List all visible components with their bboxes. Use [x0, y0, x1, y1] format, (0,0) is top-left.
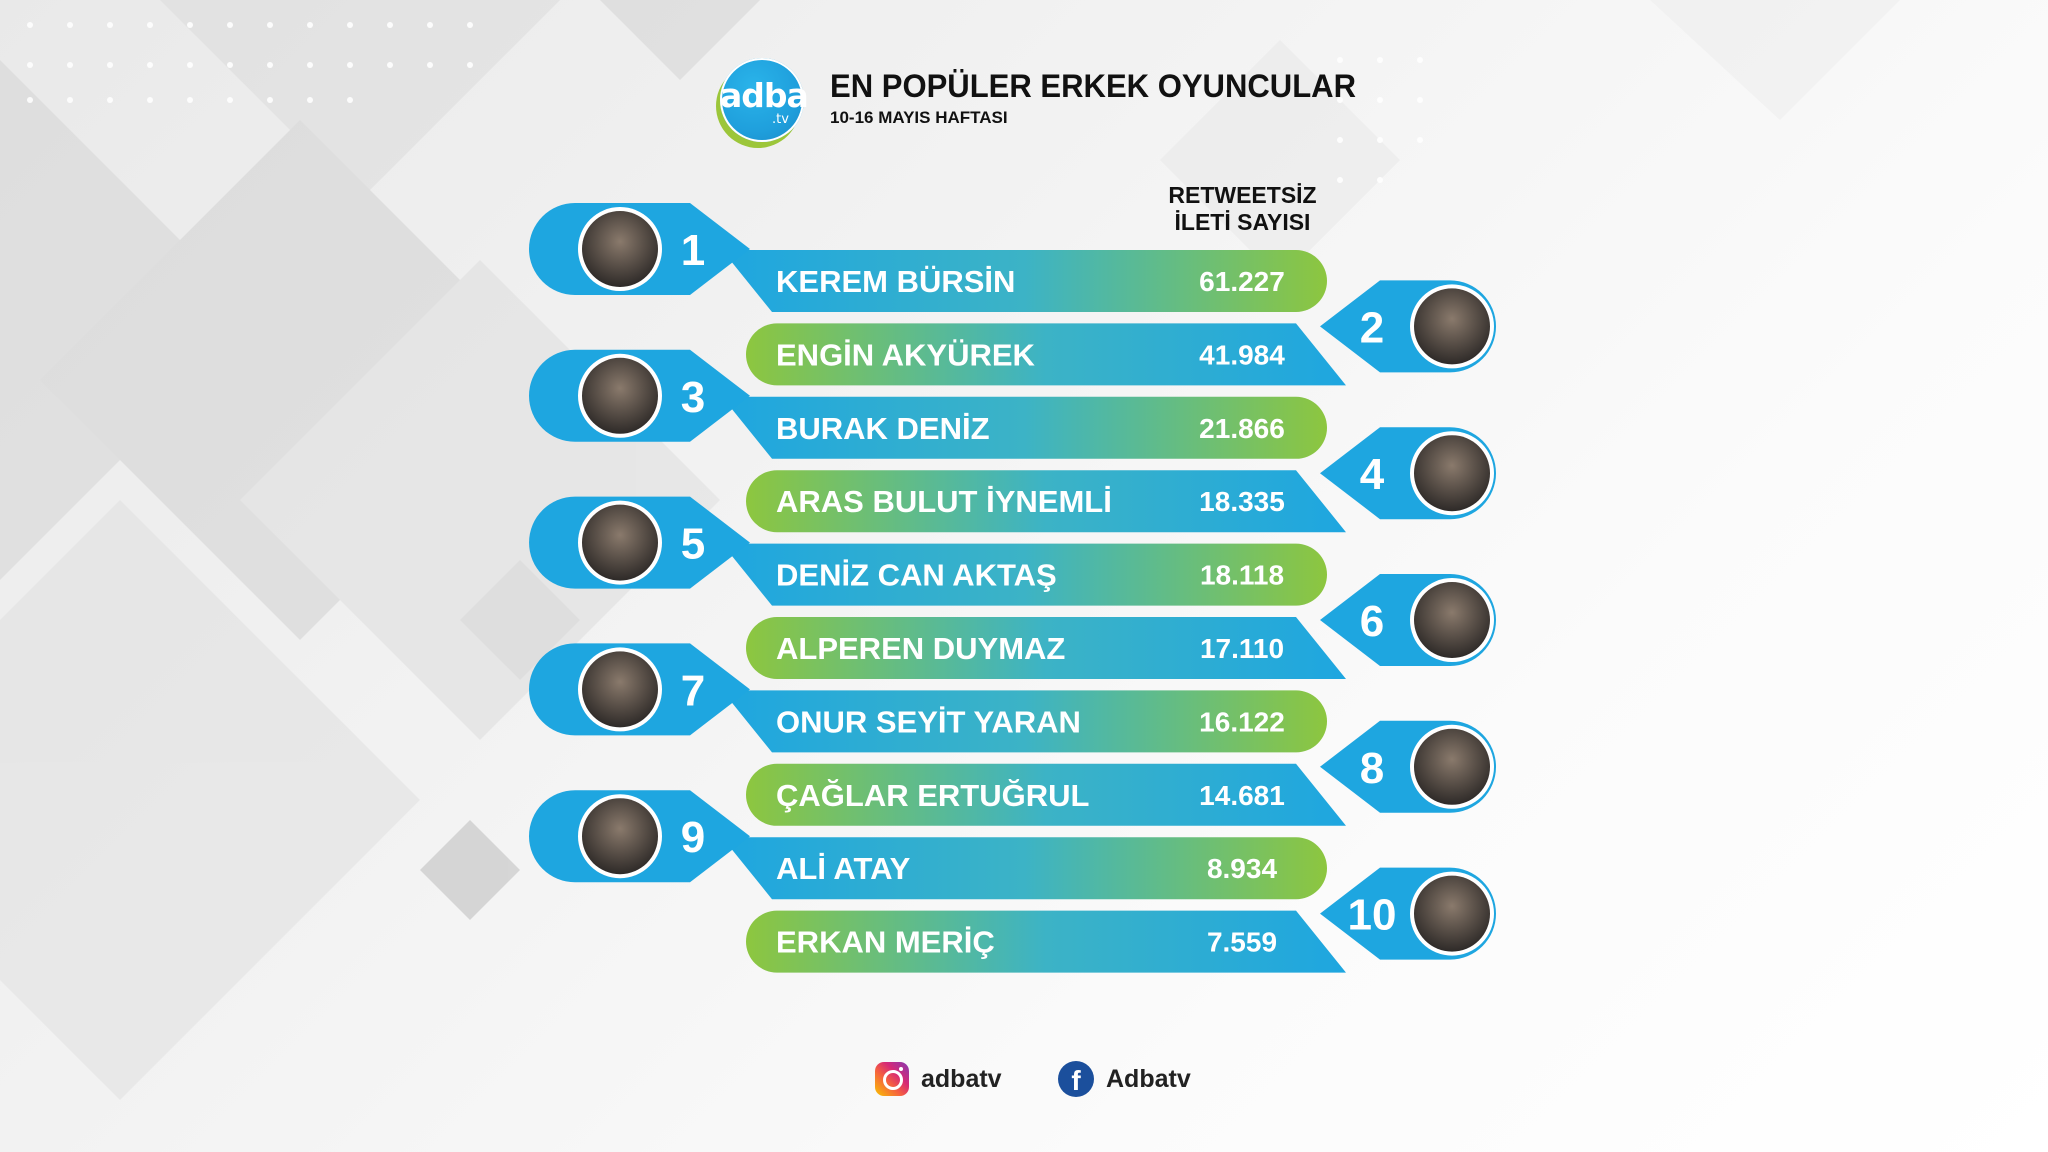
ranking-row: 3 BURAK DENİZ 21.866 — [529, 349, 1327, 459]
ranking-row: 1 KEREM BÜRSİN 61.227 — [529, 203, 1327, 312]
ranking-row: 9 ALİ ATAY 8.934 — [529, 790, 1327, 900]
facebook-icon: f — [1058, 1061, 1094, 1097]
actor-name: ERKAN MERİÇ — [776, 925, 995, 960]
instagram-link[interactable]: adbatv — [875, 1058, 1002, 1100]
rank-number: 2 — [1360, 303, 1384, 352]
avatar — [582, 504, 658, 581]
logo-text: adba — [720, 76, 809, 115]
rank-number: 9 — [681, 813, 705, 862]
rank-number: 7 — [681, 666, 705, 715]
ranking-row: 6 ALPEREN DUYMAZ 17.110 — [746, 574, 1496, 679]
ranking-bar — [746, 763, 1346, 826]
ranking-row: 10 ERKAN MERİÇ 7.559 — [746, 867, 1496, 973]
page-subtitle: 10-16 MAYIS HAFTASI — [830, 108, 1008, 127]
value-column-header: RETWEETSİZ İLETİ SAYISI — [1130, 182, 1355, 236]
ranking-bar — [746, 470, 1346, 533]
ranking-row: 2 ENGİN AKYÜREK 41.984 — [746, 280, 1496, 386]
ranking-bar — [722, 543, 1327, 606]
ranking-row: 4 ARAS BULUT İYNEMLİ 18.335 — [746, 427, 1496, 533]
ranking-bar — [746, 617, 1346, 679]
ranking-bar — [746, 910, 1346, 973]
actor-name: ALPEREN DUYMAZ — [776, 631, 1065, 666]
actor-name: BURAK DENİZ — [776, 411, 990, 446]
avatar — [582, 651, 658, 728]
ranking-row: 7 ONUR SEYİT YARAN 16.122 — [529, 643, 1327, 753]
adba-logo: adba .tv — [720, 58, 809, 142]
instagram-handle: adbatv — [921, 1064, 1002, 1093]
actor-post-count: 18.118 — [1200, 560, 1284, 591]
actor-post-count: 14.681 — [1199, 780, 1285, 811]
actor-name: ARAS BULUT İYNEMLİ — [776, 484, 1112, 519]
actor-post-count: 8.934 — [1207, 853, 1277, 884]
actor-post-count: 17.110 — [1200, 633, 1284, 664]
logo-subtext: .tv — [772, 112, 789, 127]
ranking-bar — [722, 396, 1327, 459]
avatar — [1414, 728, 1490, 805]
ranking-row: 8 ÇAĞLAR ERTUĞRUL 14.681 — [746, 720, 1496, 826]
ranking-bar — [722, 250, 1327, 312]
facebook-handle: Adbatv — [1106, 1064, 1191, 1093]
ranking-row: 5 DENİZ CAN AKTAŞ 18.118 — [529, 496, 1327, 606]
actor-name: ONUR SEYİT YARAN — [776, 704, 1081, 739]
avatar — [1414, 875, 1490, 952]
actor-post-count: 21.866 — [1199, 413, 1285, 444]
avatar — [1414, 435, 1490, 512]
actor-post-count: 41.984 — [1199, 339, 1285, 370]
instagram-icon — [875, 1062, 909, 1096]
page-title: EN POPÜLER ERKEK OYUNCULAR — [830, 68, 1356, 104]
actor-post-count: 16.122 — [1199, 706, 1285, 737]
avatar — [582, 357, 658, 434]
rank-number: 1 — [681, 226, 705, 275]
actor-post-count: 18.335 — [1199, 486, 1285, 517]
avatar — [582, 211, 658, 287]
avatar — [582, 798, 658, 875]
value-column-header-line1: RETWEETSİZ — [1168, 182, 1317, 208]
facebook-link[interactable]: f Adbatv — [1058, 1058, 1191, 1100]
avatar — [1414, 288, 1490, 365]
ranking-bar — [722, 690, 1327, 753]
actor-name: ENGİN AKYÜREK — [776, 337, 1036, 372]
avatar — [1414, 582, 1490, 658]
actor-name: ALİ ATAY — [776, 851, 911, 886]
ranking-bar — [722, 837, 1327, 900]
actor-name: KEREM BÜRSİN — [776, 264, 1015, 299]
actor-name: ÇAĞLAR ERTUĞRUL — [776, 778, 1089, 813]
rank-number: 8 — [1360, 744, 1384, 793]
rank-number: 5 — [681, 520, 705, 569]
rank-number: 10 — [1348, 891, 1397, 940]
actor-name: DENİZ CAN AKTAŞ — [776, 558, 1057, 593]
rank-number: 6 — [1360, 597, 1384, 646]
ranking-bar — [746, 323, 1346, 386]
actor-post-count: 7.559 — [1207, 927, 1277, 958]
actor-post-count: 61.227 — [1199, 266, 1285, 297]
rank-number: 3 — [681, 373, 705, 422]
header: adba .tv EN POPÜLER ERKEK OYUNCULAR 10-1… — [720, 56, 1420, 146]
rank-number: 4 — [1360, 450, 1385, 499]
value-column-header-line2: İLETİ SAYISI — [1174, 209, 1311, 235]
